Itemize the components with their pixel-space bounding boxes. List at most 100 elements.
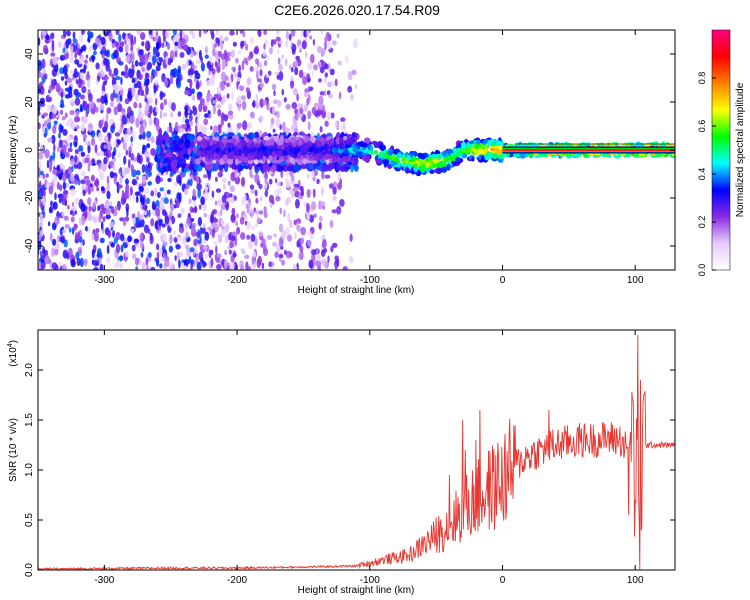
spectrogram-speckle	[226, 57, 231, 62]
spectrogram-speckle	[58, 261, 63, 267]
spectrogram-speckle	[231, 91, 234, 101]
spectrogram-speckle	[123, 155, 127, 165]
ridge-mark	[249, 147, 255, 152]
spectrogram-speckle	[70, 45, 74, 54]
spectrogram-speckle	[203, 190, 209, 201]
spectrogram-speckle	[198, 103, 203, 112]
spectrogram-speckle	[91, 158, 96, 164]
spectrogram-speckle	[87, 30, 92, 36]
x-tick-label: -300	[94, 575, 114, 586]
spectrogram-speckle	[296, 221, 300, 232]
spectrogram-speckle	[197, 112, 201, 119]
spectrogram-speckle	[208, 64, 214, 72]
spectrogram-speckle	[174, 50, 178, 58]
spectrogram-speckle	[281, 230, 287, 239]
spectrogram-speckle	[177, 213, 182, 218]
spectrogram-speckle	[106, 190, 111, 200]
spectrogram-speckle	[323, 77, 327, 84]
spectrogram-speckle	[319, 91, 326, 96]
spectrogram-speckle	[286, 196, 292, 204]
spectrogram-speckle	[177, 237, 183, 241]
spectrogram-speckle	[53, 143, 56, 153]
spectrogram-speckle	[269, 123, 274, 129]
spectrogram-speckle	[46, 104, 52, 112]
spectrogram-speckle	[334, 121, 339, 130]
spectrogram-speckle	[65, 52, 69, 60]
spectrogram-speckle	[126, 106, 132, 116]
spectrogram-speckle	[306, 173, 310, 179]
spectrogram-speckle	[167, 58, 172, 66]
spectrogram-speckle	[216, 211, 220, 216]
spectrogram-speckle	[72, 76, 75, 81]
ridge-mark	[465, 148, 471, 154]
spectrogram-speckle	[200, 62, 205, 72]
spectrogram-speckle	[160, 257, 165, 262]
ridge-mark	[425, 162, 430, 168]
spectrogram-speckle	[234, 173, 238, 178]
spectrogram-speckle	[99, 263, 104, 270]
spectrogram-speckle	[117, 103, 123, 113]
spectrogram-speckle	[111, 73, 115, 79]
spectrogram-speckle	[133, 101, 138, 109]
spectrogram-speckle	[255, 197, 259, 204]
spectrogram-speckle	[131, 87, 136, 97]
ridge-mark	[234, 158, 239, 166]
spectrogram-speckle	[136, 154, 141, 163]
spectrogram-speckle	[49, 161, 53, 172]
spectrogram-speckle	[183, 153, 190, 159]
spectrogram-speckle	[162, 162, 169, 167]
spectrogram-speckle	[61, 264, 67, 270]
spectrogram-speckle	[159, 162, 163, 169]
spectrogram-speckle	[85, 179, 91, 186]
spectrogram-speckle	[213, 43, 218, 48]
spectrogram-speckle	[135, 117, 140, 128]
spectrogram-speckle	[145, 41, 150, 51]
spectrogram-speckle	[220, 40, 224, 50]
spectrogram-speckle	[130, 152, 135, 161]
spectrogram-speckle	[149, 234, 154, 245]
spectrogram-speckle	[350, 164, 354, 173]
spectrogram-speckle	[248, 239, 253, 250]
spectrogram-speckle	[242, 250, 246, 255]
spectrogram-speckle	[82, 133, 88, 140]
spectrogram-speckle	[158, 57, 164, 63]
spectrogram-speckle	[216, 66, 221, 72]
y-tick-label: 0	[24, 147, 35, 153]
spectrogram-speckle	[324, 120, 329, 127]
spectrogram-speckle	[189, 78, 193, 89]
spectrogram-speckle	[246, 207, 250, 214]
spectrogram-speckle	[62, 65, 68, 76]
spectrogram-speckle	[202, 126, 207, 135]
spectrogram-speckle	[60, 236, 65, 244]
spectrogram-speckle	[262, 162, 269, 173]
spectrogram-speckle	[241, 100, 247, 111]
spectrogram-speckle	[91, 137, 96, 146]
spectrogram-speckle	[220, 218, 225, 225]
spectrogram-speckle	[59, 109, 64, 115]
ridge-mark	[455, 157, 461, 162]
spectrogram-speckle	[276, 181, 281, 187]
spectrogram-speckle	[191, 32, 196, 39]
spectrogram-speckle	[88, 92, 93, 103]
ridge-mark	[296, 158, 304, 166]
spectrogram-speckle	[236, 213, 239, 218]
spectrogram-speckle	[268, 178, 273, 185]
spectrogram-speckle	[165, 132, 169, 141]
ridge-mark	[358, 151, 363, 156]
ridge-mark	[352, 146, 359, 153]
spectrogram-speckle	[66, 30, 71, 37]
spectrogram-speckle	[229, 114, 234, 120]
spectrogram-speckle	[278, 187, 282, 195]
spectrogram-speckle	[246, 77, 252, 86]
spectrogram-speckle	[42, 75, 45, 84]
ridge-mark	[390, 161, 398, 166]
spectrogram-speckle	[216, 253, 221, 259]
spectrogram-speckle	[141, 66, 145, 72]
spectrogram-speckle	[246, 221, 252, 231]
spectrogram-speckle	[321, 109, 326, 119]
spectrogram-speckle	[144, 93, 148, 98]
ridge-mark	[625, 152, 631, 158]
spectrogram-speckle	[38, 257, 43, 263]
spectrogram-speckle	[178, 138, 184, 145]
spectrogram-speckle	[146, 64, 151, 71]
